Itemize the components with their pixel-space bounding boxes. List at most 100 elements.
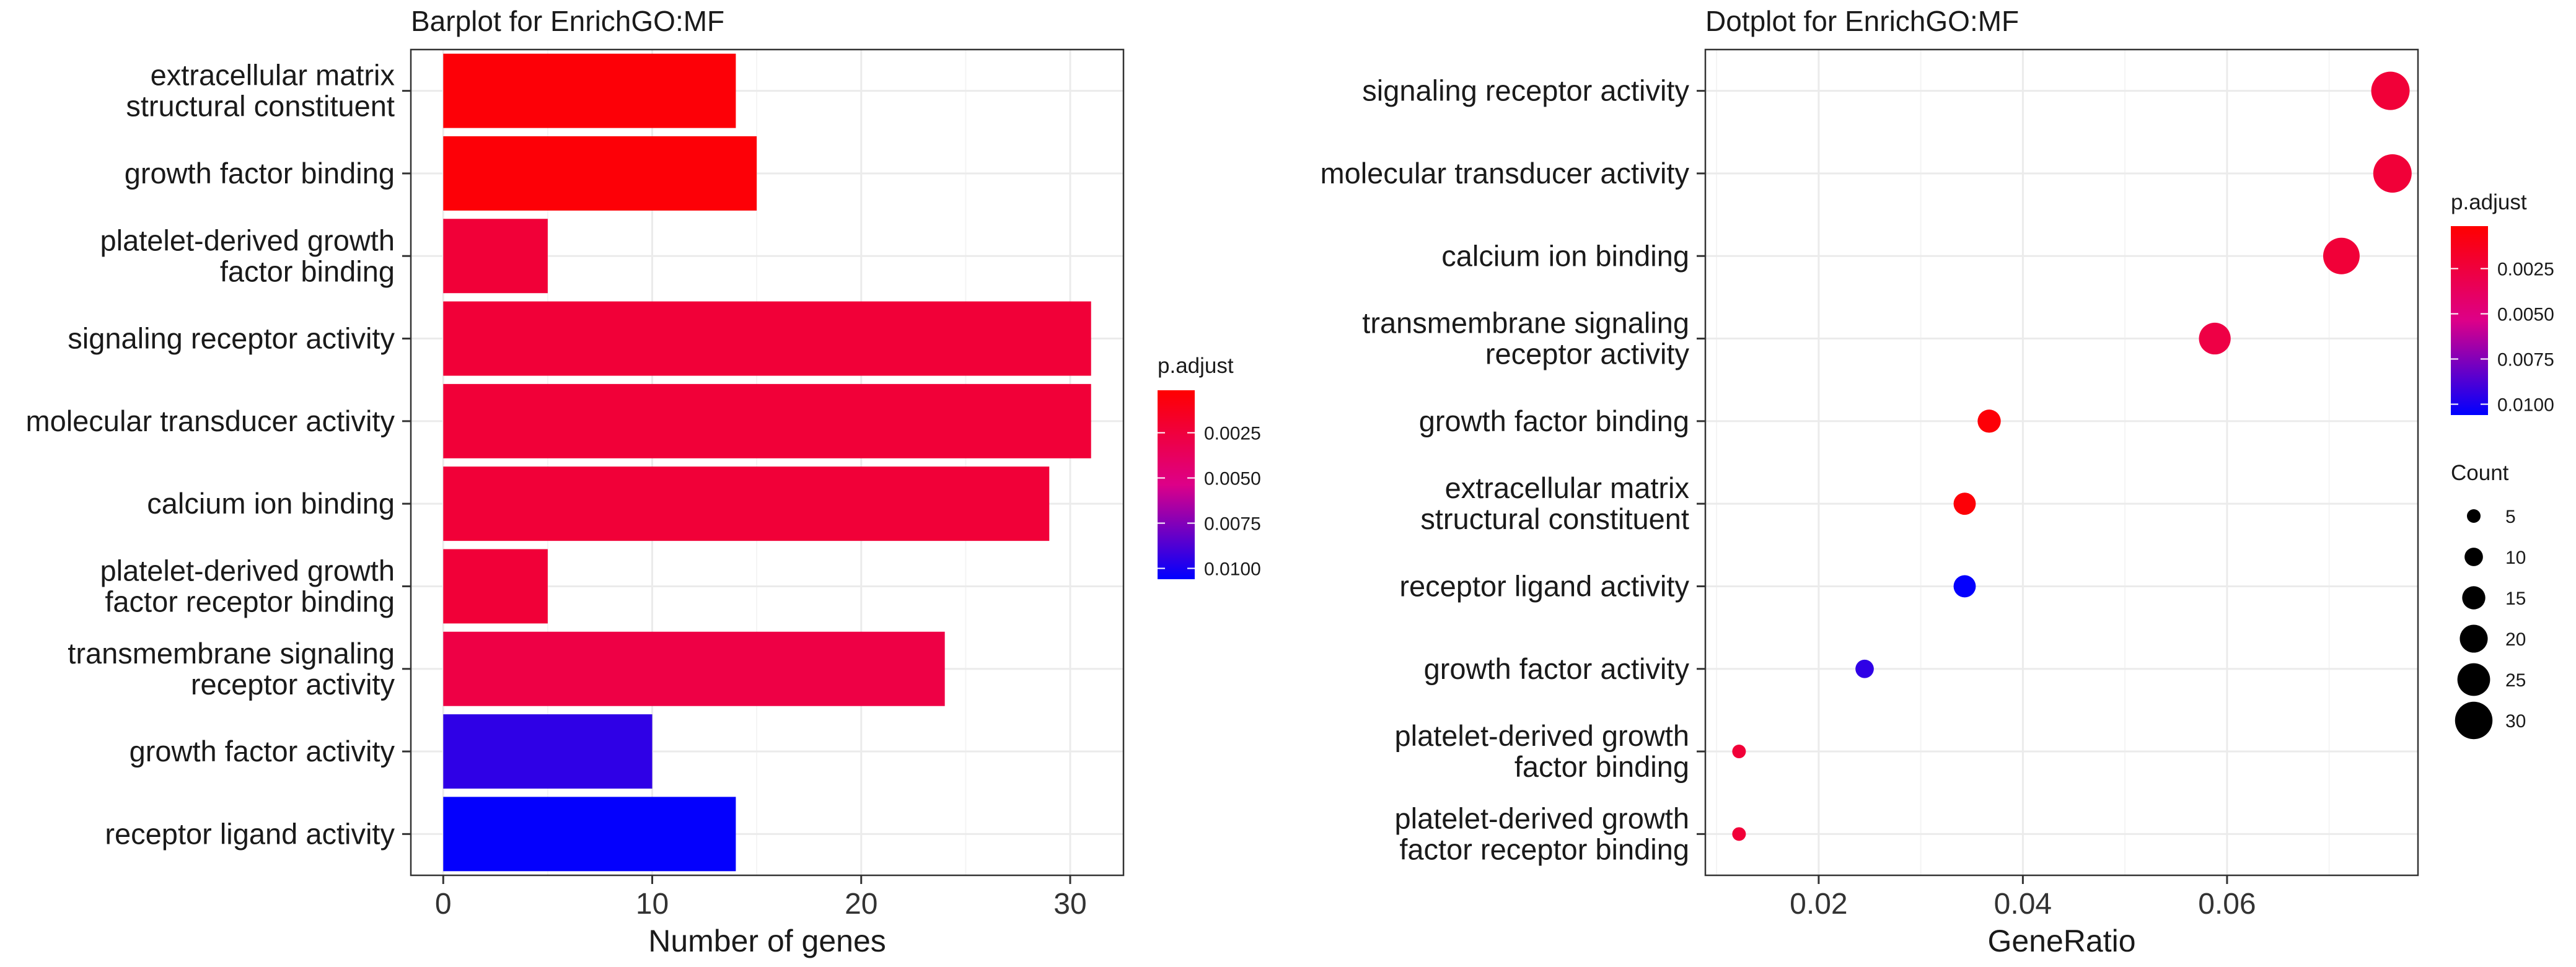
bar [443,301,1091,376]
dotplot-category-label: transmembrane signaling [1362,307,1689,339]
dotplot-category-label: factor receptor binding [1399,833,1689,865]
barplot-colorbar-title: p.adjust [1158,354,1234,378]
dotplot-grid [1705,50,2418,875]
barplot-x-tick-label: 30 [1053,888,1086,921]
dotplot-category-label: growth factor binding [1419,405,1689,437]
dot [1855,659,1874,678]
dotplot-size-legend: Count 5 10 15 20 25 30 [2451,461,2526,740]
dotplot-title: Dotplot for EnrichGO:MF [1705,5,2019,37]
dot [2199,322,2231,355]
dot [2373,154,2412,193]
dotplot-colorbar-title: p.adjust [2451,190,2527,214]
barplot-title: Barplot for EnrichGO:MF [411,5,724,37]
barplot-category-label: growth factor binding [125,157,395,190]
dot [1953,492,1976,515]
size-legend-label: 5 [2505,507,2516,527]
dotplot-x-ticks: 0.02 0.04 0.06 [1790,875,2256,921]
dotplot-colorbar [2451,226,2488,415]
dot [1953,575,1976,598]
barplot-x-ticks: 0 10 20 30 [435,875,1087,921]
dotplot-size-legend-keys: 5 10 15 20 25 30 [2455,507,2526,740]
dotplot-category-label: platelet-derived growth [1395,719,1690,752]
dotplot-x-tick-label: 0.06 [2198,888,2256,921]
barplot-x-tick-label: 10 [636,888,669,921]
dotplot-category-label: molecular transducer activity [1320,157,1689,190]
size-legend-dot [2467,509,2481,523]
barplot-category-label: signaling receptor activity [68,322,395,355]
bar [443,136,757,211]
barplot-bars [443,53,1091,872]
colorbar-tick-label: 0.0050 [2497,305,2554,325]
dotplot-category-label: signaling receptor activity [1362,74,1689,107]
barplot-category-label: receptor ligand activity [105,817,395,850]
size-legend-dot [2464,548,2483,566]
size-legend-label: 25 [2505,670,2526,691]
dotplot-category-label: platelet-derived growth [1395,802,1690,834]
colorbar-tick-label: 0.0075 [2497,350,2554,370]
barplot-category-label: factor binding [220,255,395,287]
bar [443,549,548,624]
dot [1732,827,1746,841]
bar [443,714,653,789]
bar [443,53,736,128]
dotplot-x-axis-title: GeneRatio [1987,924,2135,958]
size-legend-label: 15 [2505,589,2526,609]
bar [443,466,1050,541]
barplot-category-label: structural constituent [126,90,395,123]
bar [443,797,736,872]
dotplot-category-label: receptor activity [1485,338,1690,370]
barplot-colorbar [1158,390,1195,579]
dot [2371,71,2410,110]
dotplot-dots [1732,71,2412,841]
barplot-category-label: receptor activity [191,668,395,701]
colorbar-tick-label: 0.0075 [1204,514,1261,535]
barplot-category-label: calcium ion binding [147,487,395,520]
barplot-colorbar-legend: p.adjust 0.0025 0.0050 0.0075 0.0100 [1158,354,1261,579]
dot [1977,409,2001,433]
size-legend-dot [2457,663,2490,696]
dotplot-colorbar-ticks: 0.0025 0.0050 0.0075 0.0100 [2451,260,2554,415]
dotplot-y-labels: signaling receptor activity molecular tra… [1320,74,1705,865]
dotplot-size-legend-title: Count [2451,461,2509,485]
dotplot-colorbar-legend: p.adjust 0.0025 0.0050 0.0075 0.0100 [2451,190,2554,415]
dotplot-category-label: growth factor activity [1424,652,1690,685]
barplot-category-label: platelet-derived growth [100,554,395,587]
barplot-category-label: growth factor activity [130,735,395,768]
dotplot-frame [1704,48,2419,877]
barplot-colorbar-ticks: 0.0025 0.0050 0.0075 0.0100 [1158,424,1261,579]
colorbar-tick-label: 0.0100 [2497,395,2554,415]
barplot-category-label: molecular transducer activity [25,405,395,437]
dotplot-category-label: calcium ion binding [1441,239,1689,272]
barplot-x-tick-label: 0 [435,888,452,921]
colorbar-tick-label: 0.0100 [1204,559,1261,579]
bar [443,383,1091,458]
bar [443,219,548,294]
size-legend-label: 30 [2505,711,2526,732]
dotplot-x-tick-label: 0.04 [1994,888,2052,921]
barplot-x-tick-label: 20 [845,888,877,921]
size-legend-dot [2455,701,2493,740]
barplot-frame [410,48,1125,877]
dotplot-category-label: structural constituent [1420,502,1689,535]
bar [443,631,945,706]
dotplot-category-label: factor binding [1514,750,1689,783]
colorbar-tick-label: 0.0050 [1204,469,1261,489]
size-legend-label: 20 [2505,629,2526,650]
dotplot-category-label: receptor ligand activity [1399,569,1689,602]
size-legend-label: 10 [2505,548,2526,568]
size-legend-dot [2462,586,2486,610]
colorbar-tick-label: 0.0025 [1204,424,1261,444]
barplot-category-label: transmembrane signaling [68,637,395,670]
dotplot-plot-area [1705,50,2418,875]
barplot-category-label: extracellular matrix [151,59,395,92]
barplot-category-label: platelet-derived growth [100,224,395,256]
size-legend-dot [2460,624,2488,653]
dotplot-category-label: extracellular matrix [1445,471,1689,504]
dotplot-x-tick-label: 0.02 [1790,888,1847,921]
dotplot-panel: Dotplot for EnrichGO:MF signaling recept… [1320,5,2554,958]
dot [1732,745,1746,759]
dot [2323,237,2360,274]
barplot-category-label: factor receptor binding [105,585,395,618]
barplot-panel: Barplot for EnrichGO:MF extracellular ma… [25,5,1260,958]
